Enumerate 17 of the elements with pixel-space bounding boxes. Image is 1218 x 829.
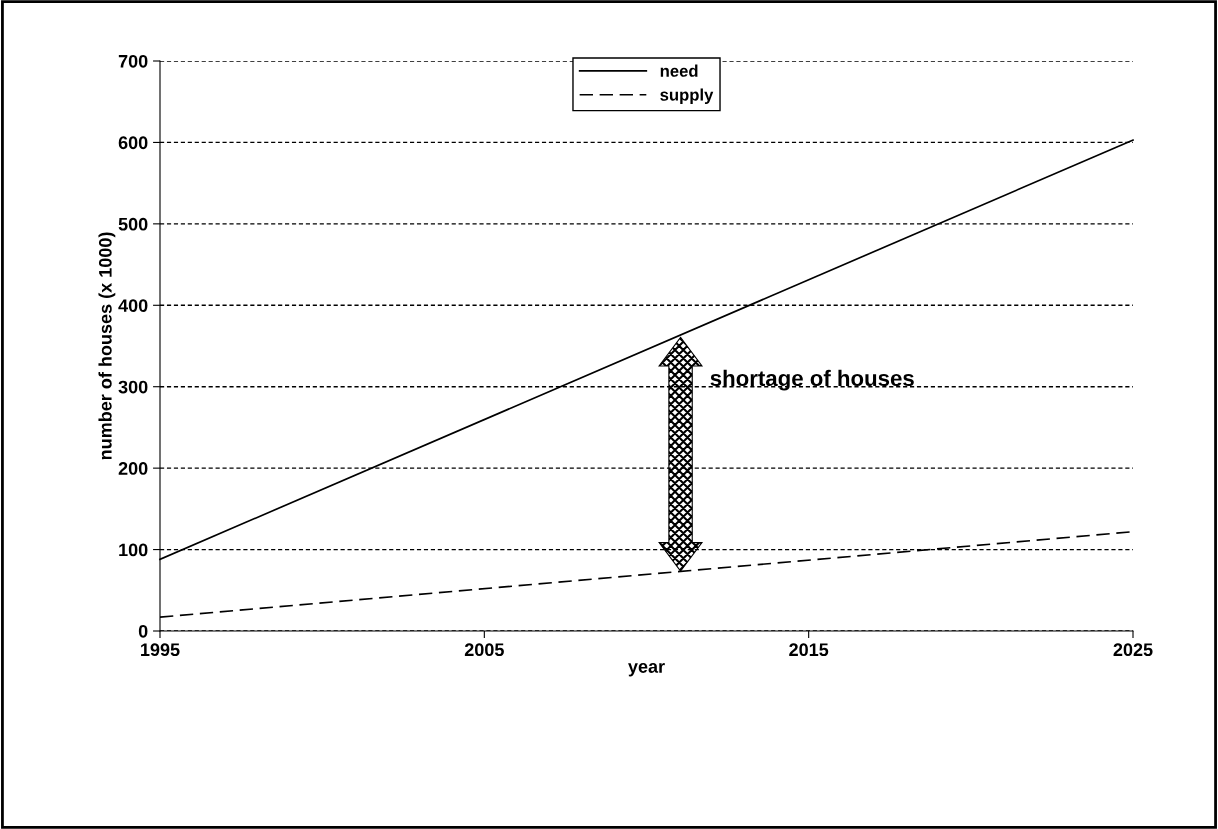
y-tick-label: 100 [119, 543, 148, 557]
y-tick-label: 0 [138, 624, 148, 638]
y-tick-label: 200 [118, 462, 148, 475]
y-tick-label: 700 [118, 54, 148, 68]
x-tick-label: 2015 [789, 643, 829, 657]
x-axis-title: year [628, 663, 665, 677]
legend-label: need [660, 64, 698, 77]
y-tick-label: 600 [118, 136, 148, 150]
y-tick-label: 500 [118, 217, 148, 231]
x-tick-label: 2005 [464, 643, 504, 657]
annotation: shortage of houses [710, 369, 914, 391]
x-tick-label: 2025 [1113, 643, 1153, 657]
y-tick-label: 300 [118, 380, 148, 394]
y-tick-label: 400 [118, 299, 148, 313]
y-axis-title: number of houses (x 1000) [98, 232, 116, 460]
x-tick-label: 1995 [141, 643, 180, 657]
legend-label: supply [660, 88, 714, 105]
